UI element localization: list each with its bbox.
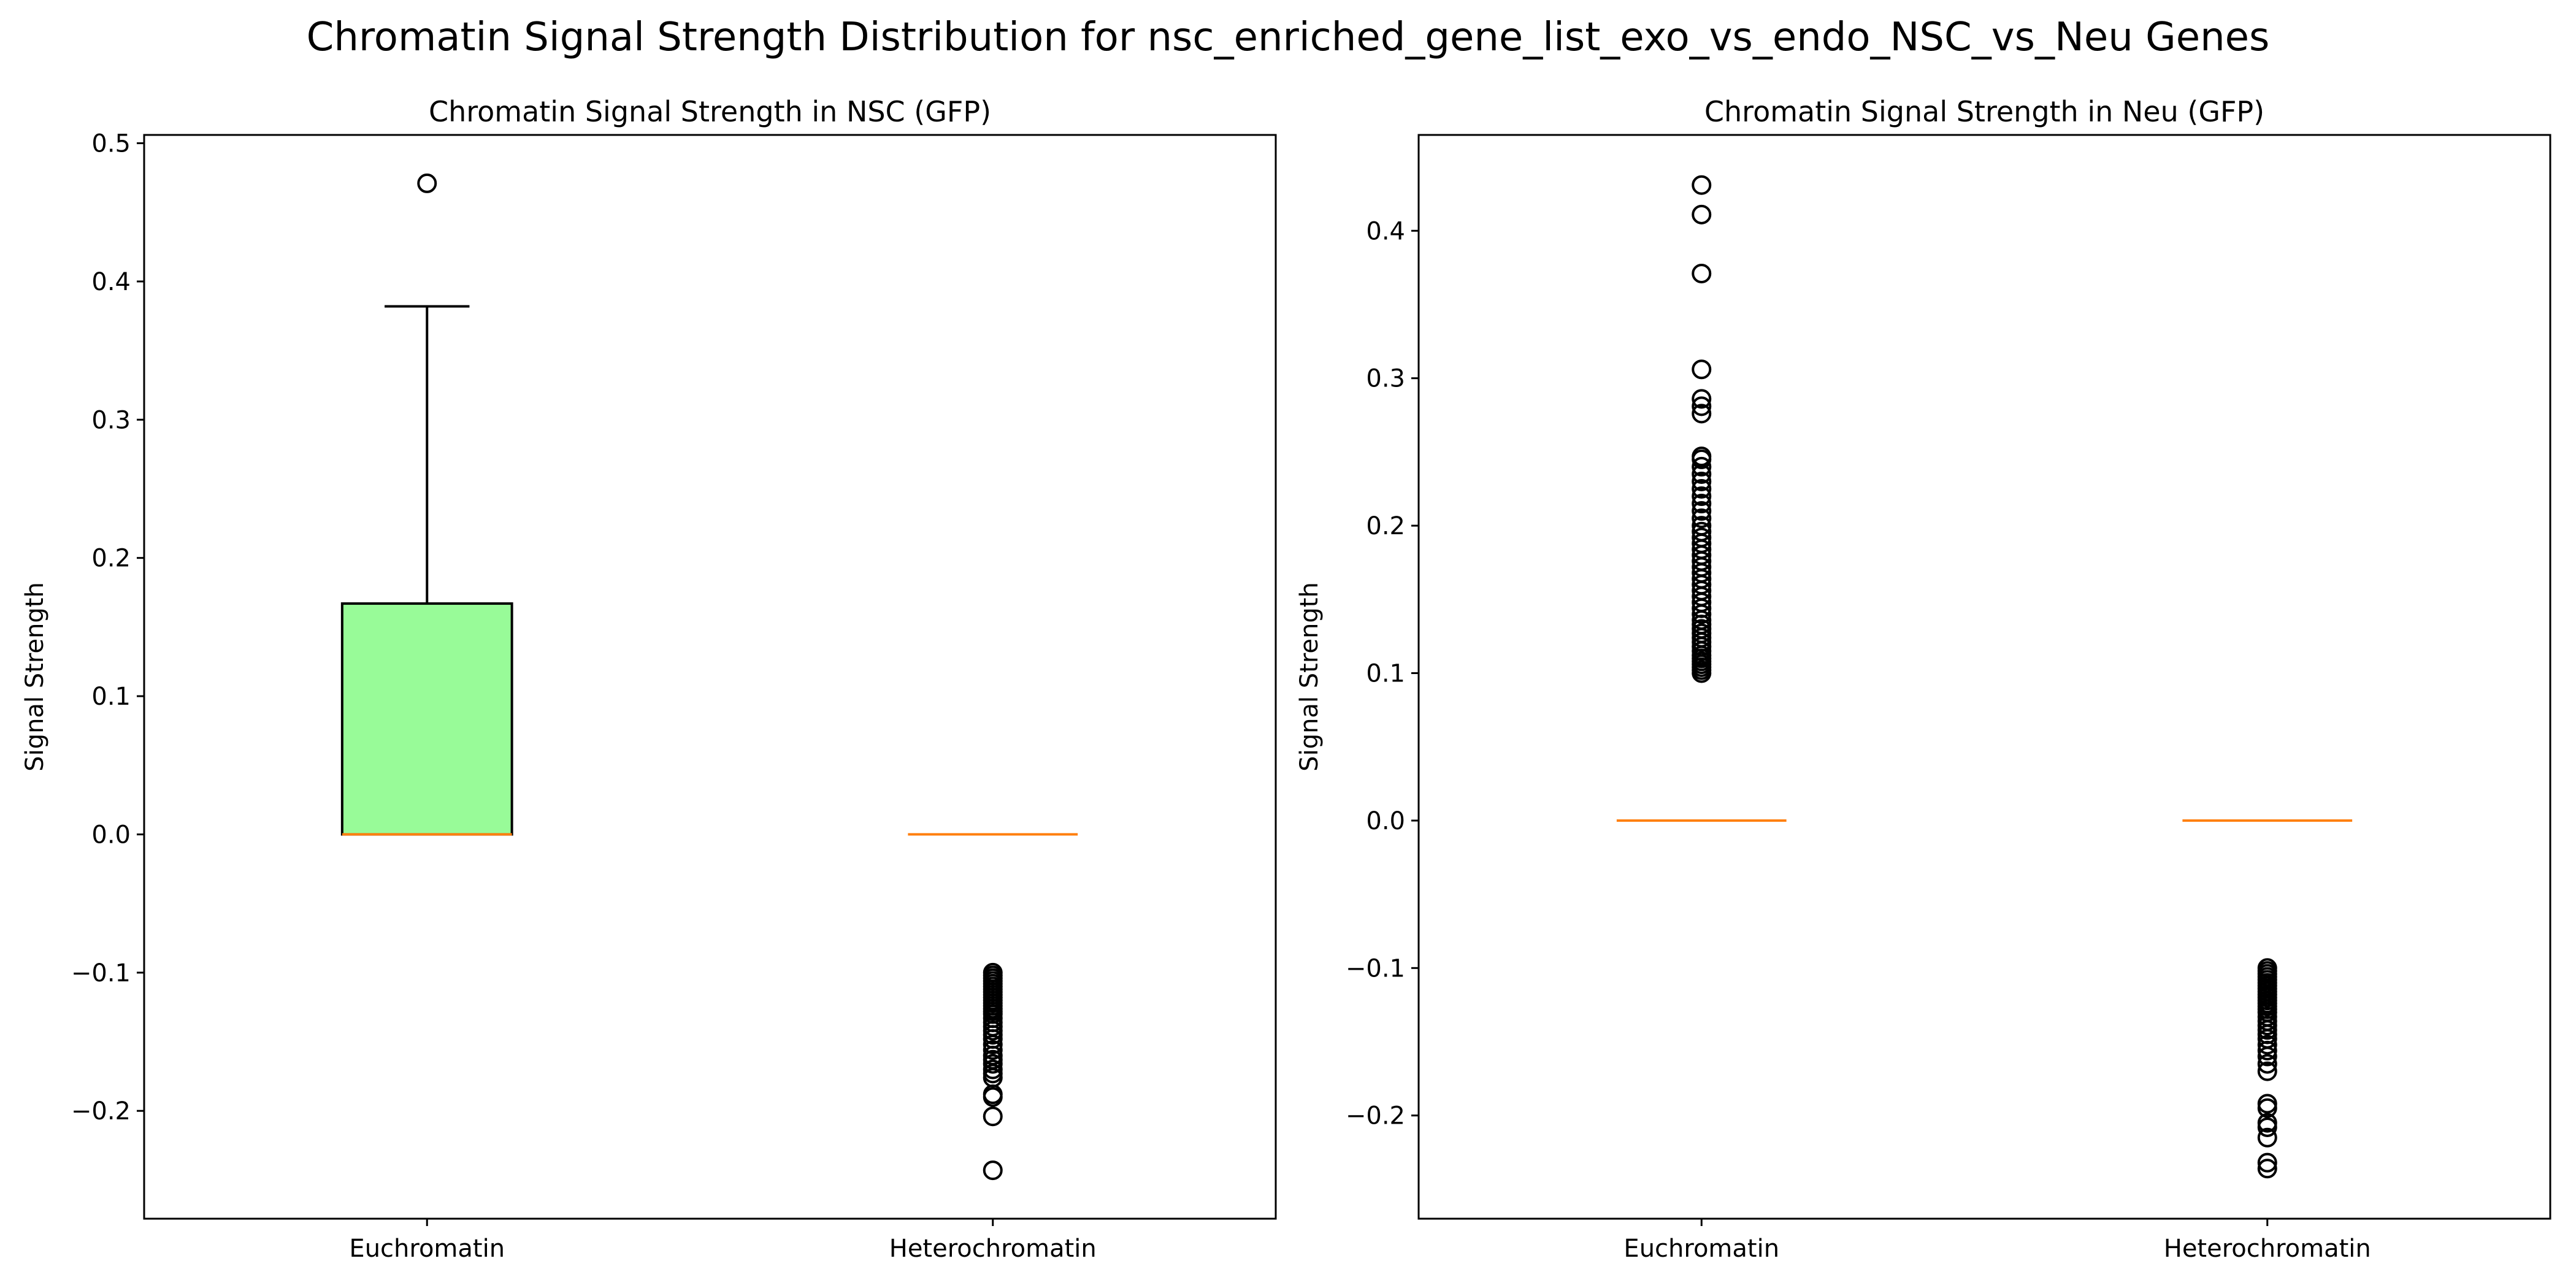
y-tick-label: 0.4: [1366, 217, 1405, 245]
y-tick-label: 0.5: [91, 130, 131, 158]
outlier-point: [417, 173, 437, 193]
x-tick-label: Heterochromatin: [2164, 1235, 2371, 1263]
outlier-point: [1692, 501, 1712, 521]
y-axis-label: Signal Strength: [21, 582, 49, 772]
y-tick-label: 0.1: [91, 683, 131, 711]
outlier-point: [1692, 471, 1712, 491]
outlier-point: [2257, 1127, 2277, 1148]
box-euchromatin: [1616, 175, 1787, 822]
outlier-point: [1692, 263, 1712, 283]
outlier-point: [1692, 494, 1712, 514]
outlier-point: [983, 1040, 1003, 1060]
y-tick-label: −0.1: [1346, 954, 1405, 983]
y-tick-label: 0.3: [91, 406, 131, 434]
box-iqr: [340, 602, 513, 836]
axes-frame: [143, 134, 1277, 1220]
outlier-point: [2257, 1061, 2277, 1081]
subplot-title: Chromatin Signal Strength in Neu (GFP): [1704, 95, 2264, 128]
outlier-point: [983, 1054, 1003, 1074]
outlier-point: [2257, 1159, 2277, 1179]
outlier-point: [1692, 175, 1712, 195]
box-heterochromatin: [2182, 819, 2353, 1179]
figure-title: Chromatin Signal Strength Distribution f…: [307, 15, 2270, 60]
outlier-point: [1692, 508, 1712, 529]
outlier-point: [2257, 1035, 2277, 1055]
nsc-boxplot-panel: Chromatin Signal Strength in NSC (GFP) Si…: [21, 95, 1277, 1263]
y-tick-label: −0.2: [1346, 1102, 1405, 1130]
outlier-point: [2257, 1152, 2277, 1173]
outlier-point: [2257, 1046, 2277, 1067]
outlier-point: [1692, 404, 1712, 424]
box-heterochromatin: [908, 833, 1078, 1181]
y-tick-label: 0.0: [91, 821, 131, 849]
outlier-point: [983, 1160, 1003, 1181]
outlier-point: [983, 1087, 1003, 1107]
outlier-point: [1692, 516, 1712, 536]
outlier-point: [1692, 389, 1712, 409]
outlier-point: [1692, 447, 1712, 467]
box-euchromatin: [340, 173, 513, 836]
x-tick-label: Euchromatin: [349, 1235, 505, 1263]
outlier-point: [2257, 1098, 2277, 1118]
outlier-point: [1692, 359, 1712, 380]
y-tick-label: 0.0: [1366, 807, 1405, 835]
y-tick-label: 0.3: [1366, 365, 1405, 393]
outlier-point: [2257, 1040, 2277, 1060]
y-tick-label: 0.2: [91, 545, 131, 573]
axes-frame: [1417, 134, 2551, 1220]
outlier-point: [983, 1035, 1003, 1055]
y-tick-label: 0.1: [1366, 659, 1405, 688]
outlier-point: [1692, 456, 1712, 477]
y-tick-label: −0.1: [71, 959, 131, 987]
outlier-point: [1692, 478, 1712, 499]
x-tick-label: Euchromatin: [1623, 1235, 1779, 1263]
outlier-point: [1692, 204, 1712, 224]
y-tick-label: −0.2: [71, 1097, 131, 1125]
x-tick-label: Heterochromatin: [889, 1235, 1097, 1263]
outlier-point: [2257, 1117, 2277, 1137]
outlier-point: [1692, 521, 1712, 542]
y-tick-label: 0.2: [1366, 512, 1405, 540]
y-tick-label: 0.4: [91, 268, 131, 296]
outlier-point: [1692, 527, 1712, 548]
outlier-point: [1692, 396, 1712, 416]
y-axis-label: Signal Strength: [1295, 582, 1324, 772]
subplot-title: Chromatin Signal Strength in NSC (GFP): [429, 95, 991, 128]
outlier-point: [1692, 486, 1712, 506]
outlier-point: [983, 1106, 1003, 1127]
outlier-point: [2257, 1054, 2277, 1074]
neu-boxplot-panel: Chromatin Signal Strength in Neu (GFP) Si…: [1295, 95, 2551, 1263]
